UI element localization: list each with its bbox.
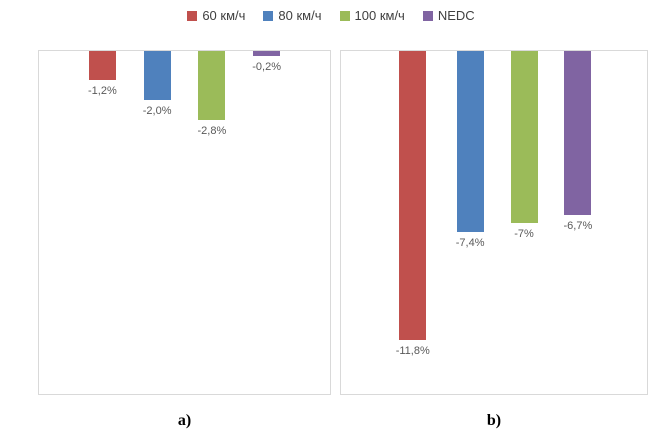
legend-label: 80 км/ч [278, 8, 322, 23]
legend-item: 60 км/ч [187, 8, 245, 23]
bar-100kmh [510, 51, 538, 223]
bar-nedc [564, 51, 592, 216]
legend-label: 60 км/ч [202, 8, 246, 23]
panel-a-caption: a) [177, 412, 192, 429]
bar-value-label: -2,8% [197, 124, 227, 137]
bar-group: -6,7% [563, 51, 593, 394]
bar-value-label: -7% [514, 227, 534, 240]
bar-value-label: -11,8% [395, 345, 430, 358]
panel-a-plot: -1,2% -2,0% -2,8% -0,2% [38, 50, 331, 395]
bar-value-label: -6,7% [563, 220, 593, 233]
legend-item: NEDC [422, 8, 475, 23]
bar-value-label: -1,2% [88, 85, 117, 98]
legend-label: NEDC [437, 8, 475, 23]
bar-nedc [253, 51, 281, 56]
legend-swatch-icon [187, 10, 198, 21]
legend-item: 80 км/ч [263, 8, 322, 23]
legend-item: 100 км/ч [339, 8, 405, 23]
bar-group: -2,8% [197, 51, 227, 394]
bar-60kmh [399, 51, 427, 341]
legend-label: 100 км/ч [354, 8, 405, 23]
bar-80kmh [456, 51, 484, 233]
bar-60kmh [88, 51, 116, 81]
bar-group: -7,4% [456, 51, 485, 394]
legend: 60 км/ч 80 км/ч 100 км/ч NEDC [0, 8, 662, 23]
bar-80kmh [143, 51, 171, 100]
panel-b-caption: b) [486, 412, 502, 429]
bar-100kmh [198, 51, 226, 120]
bar-group: -1,2% [88, 51, 117, 394]
legend-swatch-icon [339, 10, 350, 21]
bar-group: -0,2% [252, 51, 281, 394]
legend-swatch-icon [263, 10, 274, 21]
panel-b-plot: -11,8% -7,4% -7% -6,7% [340, 50, 648, 395]
bar-group: -11,8% [396, 51, 430, 394]
bar-group: -7% [510, 51, 538, 394]
bar-value-label: -7,4% [455, 237, 485, 250]
legend-swatch-icon [422, 10, 433, 21]
bar-value-label: -0,2% [252, 60, 281, 73]
bar-value-label: -2,0% [142, 105, 172, 117]
bar-group: -2,0% [143, 51, 172, 394]
